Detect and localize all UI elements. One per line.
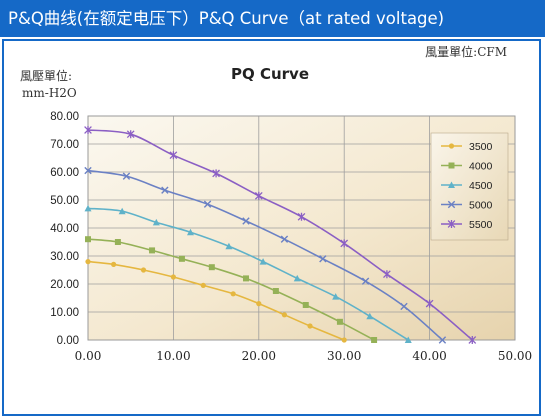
data-point [161,186,169,194]
chart-title: PQ Curve [231,65,309,83]
data-point [200,282,206,288]
data-point [332,293,340,300]
banner-title: P&Q曲线(在额定电压下）P&Q Curve（at rated voltage) [0,0,545,37]
data-point [256,301,262,307]
data-point [230,291,236,297]
data-point [447,200,456,209]
data-point [169,151,178,160]
data-point [383,270,391,279]
data-point [152,218,160,226]
data-point [186,228,194,236]
data-point [212,169,220,178]
data-point [447,220,456,228]
series-group [84,126,477,344]
data-point [140,267,147,273]
legend-label: 5500 [469,219,493,231]
data-point [170,274,176,280]
data-point [85,236,91,243]
data-point [149,247,156,254]
x-tick-label: 30.00 [327,349,361,363]
x-tick-label: 50.00 [498,349,532,363]
y-tick-label: 70.00 [50,139,79,151]
y-tick-labels: 0.00 10.00 20.00 30.00 40.00 50.00 60.00 70.00 8… [50,111,79,347]
series-line-4000 [87,238,375,341]
data-point [400,302,408,311]
data-point [371,337,378,343]
data-point [448,143,455,149]
data-point [225,242,233,250]
y-axis-label-line1: 風壓單位: [20,68,72,83]
data-point [366,312,374,320]
plot-border [87,115,516,341]
data-point [340,239,349,248]
data-point [242,275,249,282]
series-line-4500 [87,207,409,341]
y-tick-label: 10.00 [50,307,79,319]
legend-label: 4000 [469,161,493,173]
data-point [361,277,370,285]
data-point [242,217,250,225]
data-point [111,261,117,267]
legend-label: 3500 [469,141,493,153]
data-point [84,166,92,175]
y-tick-label: 50.00 [50,195,79,207]
y-axis-label-line2: mm-H2O [22,86,77,100]
data-point [280,235,289,243]
data-point [438,336,447,344]
data-point [118,207,126,215]
legend-box [430,132,509,241]
x-tick-label: 10.00 [156,349,190,363]
y-tick-label: 40.00 [50,223,79,235]
data-point [307,323,313,329]
legend-label: 4500 [469,180,493,192]
x-unit-label: 風量單位:CFM [425,44,507,59]
data-point [84,126,92,134]
x-tick-label: 20.00 [242,349,276,363]
y-tick-label: 80.00 [50,111,79,123]
data-point [336,318,343,325]
y-tick-label: 20.00 [50,279,79,291]
data-point [319,255,327,263]
data-point [178,255,185,262]
data-point [126,130,135,139]
x-tick-labels: 0.00 10.00 20.00 30.00 40.00 50.00 [75,349,533,363]
data-point [208,264,215,271]
series-line-5000 [87,169,443,341]
data-point [404,336,412,343]
data-point [341,337,347,343]
y-tick-label: 60.00 [50,167,79,179]
data-point [254,191,263,200]
data-point [468,336,477,344]
data-point [85,259,91,265]
series-line-3500 [87,260,345,341]
data-point [425,299,434,308]
y-tick-label: 0.00 [57,335,79,347]
data-point [122,172,131,180]
data-point [293,274,301,282]
x-tick-label: 0.00 [75,349,102,363]
data-point [84,204,92,212]
y-tick-label: 30.00 [50,251,79,263]
data-point [448,162,455,169]
data-point [203,200,212,208]
legend-label: 5000 [469,200,493,212]
data-point [272,288,279,294]
legend: 3500 4000 4500 5000 5500 [441,141,493,231]
data-point [281,312,288,318]
data-point [297,212,306,221]
data-point [448,181,455,188]
data-point [259,258,267,265]
data-point [302,302,309,308]
series-line-5500 [87,129,473,341]
data-point [114,239,121,245]
x-tick-label: 40.00 [412,349,446,363]
